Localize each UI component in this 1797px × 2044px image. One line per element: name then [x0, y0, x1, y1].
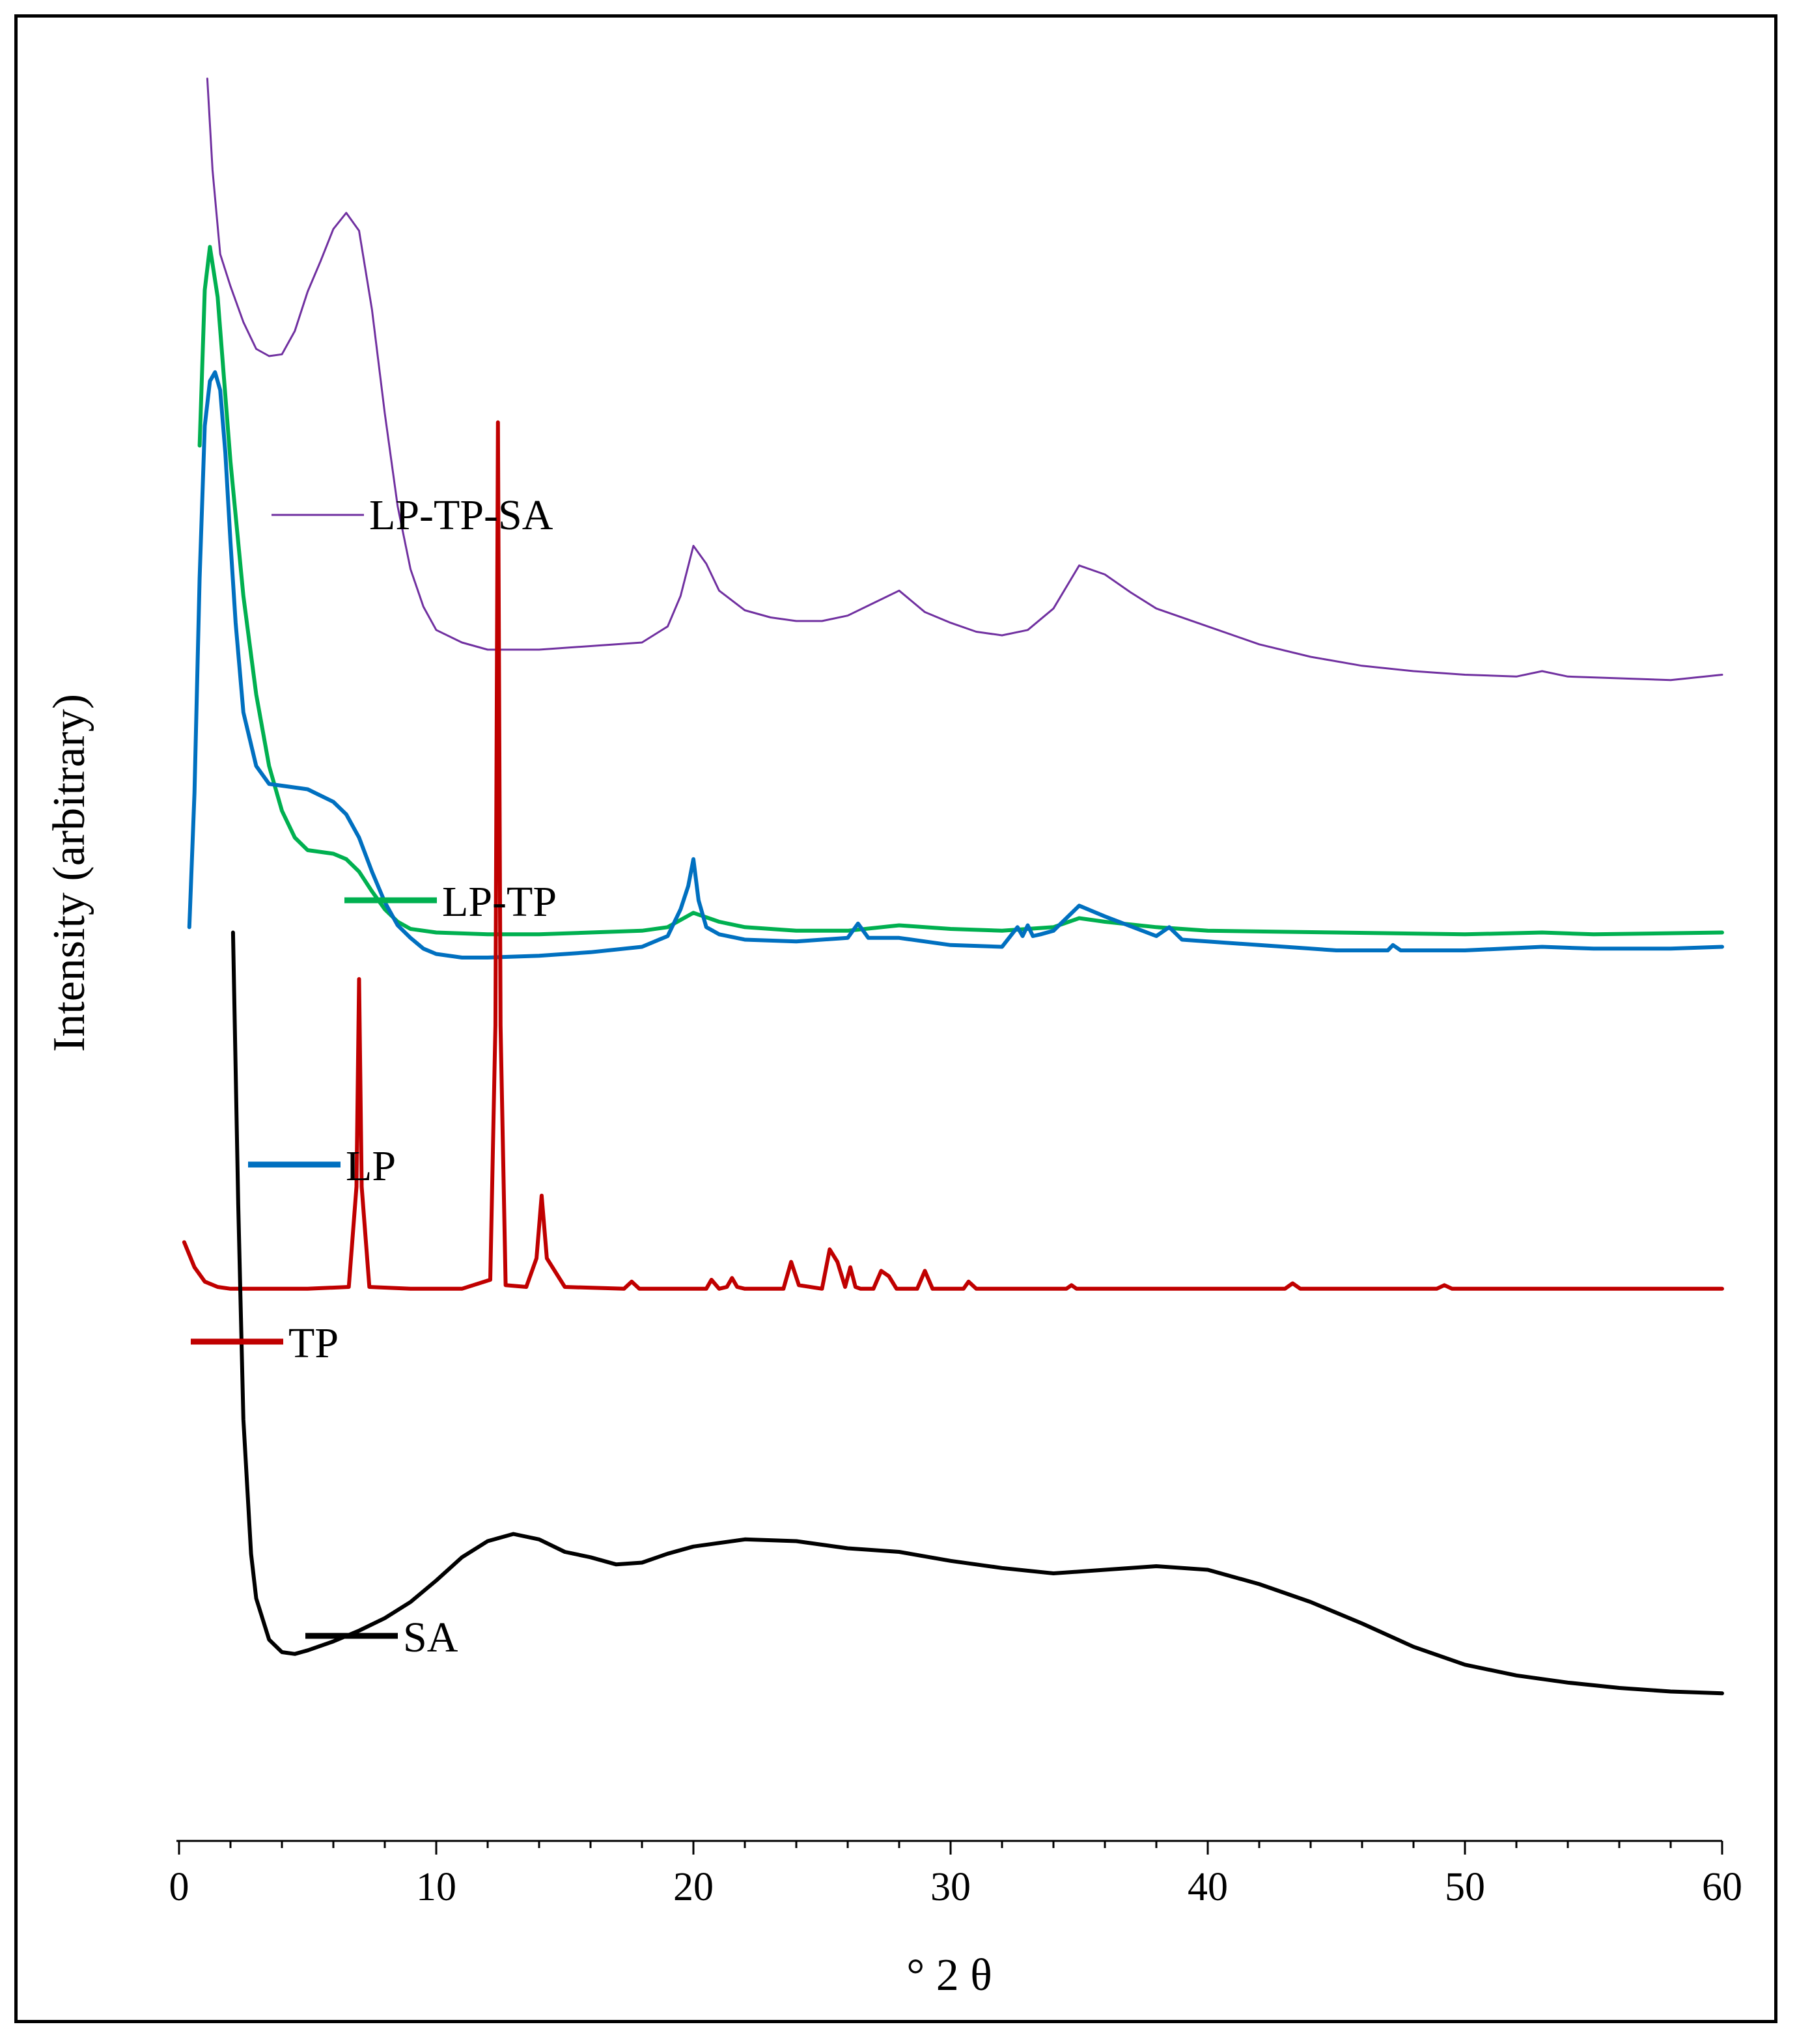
x-tick-label: 50 — [1445, 1865, 1485, 1909]
x-axis: 0 10 20 30 40 50 60 — [169, 1840, 1742, 1909]
legend-label: LP-TP — [442, 878, 557, 926]
series-line-lp-tp — [197, 245, 1724, 937]
legend-item-tp: TP — [191, 1319, 339, 1367]
series-line-tp — [182, 420, 1724, 1291]
legend-item-lp-tp-sa: LP-TP-SA — [272, 491, 553, 539]
legend-label: TP — [288, 1319, 339, 1367]
x-tick-label: 0 — [169, 1865, 189, 1909]
series-line-sa — [230, 930, 1724, 1696]
legend: LP-TP-SA LP-TP LP TP SA — [191, 491, 557, 1661]
x-axis-title: ° 2 θ — [906, 1950, 992, 2000]
series-layer — [182, 77, 1724, 1696]
x-tick-label: 30 — [930, 1865, 971, 1909]
chart-frame: LP-TP-SA LP-TP LP TP SA 0 10 20 30 40 50 60 — [14, 14, 1777, 2023]
x-tick-label: 10 — [416, 1865, 456, 1909]
x-ticks: 0 10 20 30 40 50 60 — [169, 1841, 1742, 1909]
xrd-chart: LP-TP-SA LP-TP LP TP SA 0 10 20 30 40 50 60 — [44, 77, 1742, 2000]
y-axis-title: Intensity (arbitrary) — [44, 694, 94, 1052]
series-line-lp-tp-sa — [206, 77, 1723, 682]
legend-label: SA — [403, 1614, 458, 1661]
legend-item-lp: LP — [248, 1142, 396, 1190]
legend-item-lp-tp: LP-TP — [344, 878, 557, 926]
legend-label: LP-TP-SA — [369, 491, 553, 539]
legend-item-sa: SA — [305, 1614, 458, 1661]
series-line-lp — [187, 370, 1724, 960]
x-tick-label: 40 — [1188, 1865, 1228, 1909]
x-tick-label: 20 — [673, 1865, 714, 1909]
legend-label: LP — [346, 1142, 396, 1190]
x-tick-label: 60 — [1702, 1865, 1742, 1909]
